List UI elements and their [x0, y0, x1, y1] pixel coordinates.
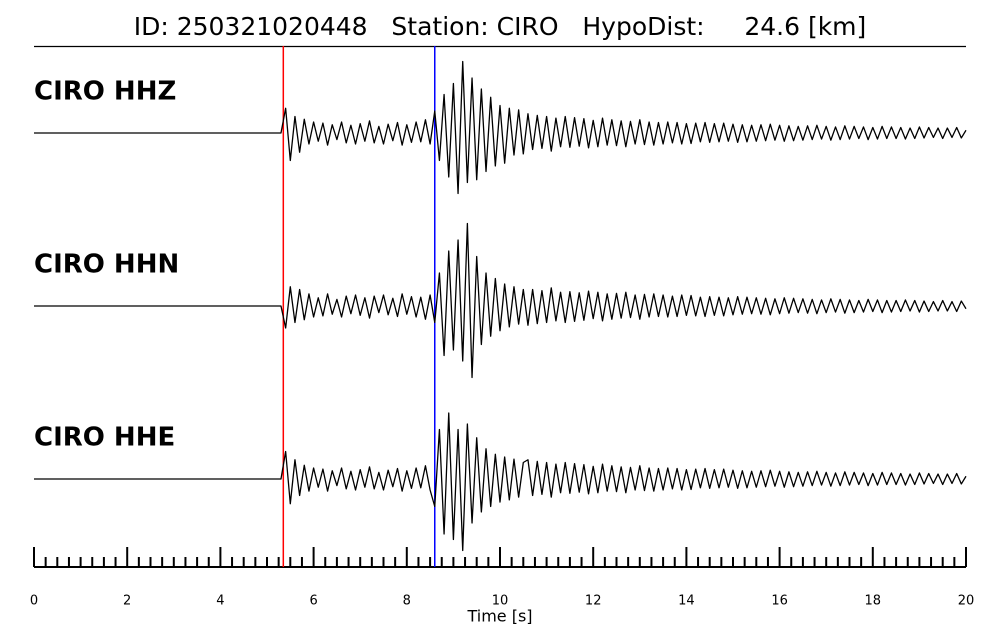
x-tick-label: 20 [958, 594, 975, 609]
x-tick-label: 14 [678, 594, 695, 609]
x-tick-label: 2 [123, 594, 131, 609]
x-tick-label: 4 [216, 594, 224, 609]
x-tick-label: 0 [30, 594, 38, 609]
trace-label: CIRO HHZ [34, 77, 176, 107]
x-axis-label: Time [s] [466, 607, 532, 626]
chart-title: ID: 250321020448 Station: CIRO HypoDist:… [134, 12, 867, 41]
x-tick-label: 10 [492, 594, 509, 609]
x-tick-label: 16 [771, 594, 788, 609]
waveform [34, 60, 967, 195]
x-tick-label: 18 [865, 594, 882, 609]
waveform [34, 222, 967, 379]
trace-label: CIRO HHE [34, 423, 175, 453]
waveform [34, 412, 967, 552]
x-tick-label: 6 [309, 594, 317, 609]
x-tick-label: 12 [585, 594, 602, 609]
x-tick-label: 8 [403, 594, 411, 609]
trace-label: CIRO HHN [34, 250, 179, 280]
